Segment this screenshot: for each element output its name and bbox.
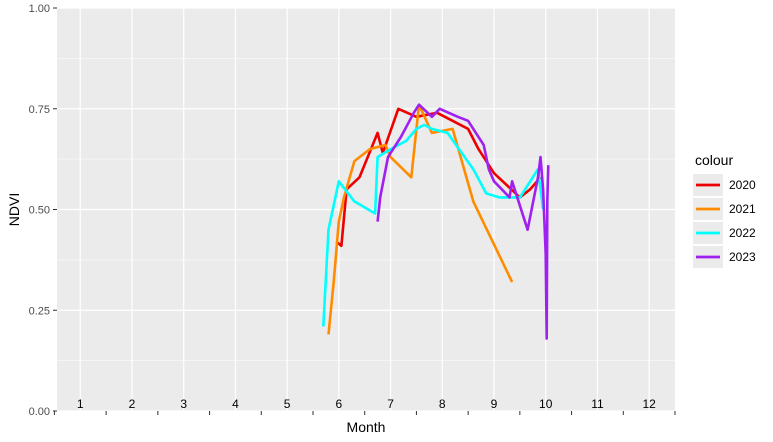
series-line-2022	[322, 123, 545, 327]
legend-label-2022: 2022	[729, 226, 756, 240]
x-tick-label: 11	[591, 397, 604, 411]
x-tick-label: 9	[491, 397, 498, 411]
legend-label-2021: 2021	[729, 202, 756, 216]
legend-label-2023: 2023	[729, 250, 756, 264]
x-tick-label: 7	[387, 397, 394, 411]
x-tick-label: 4	[232, 397, 239, 411]
x-tick-label: 2	[129, 397, 136, 411]
y-tick-label: 0.75	[29, 104, 50, 116]
y-tick-label: 1.00	[29, 3, 50, 15]
x-tick-label: 6	[336, 397, 343, 411]
legend-title: colour	[695, 152, 733, 168]
legend: colour 2020 2021 2022 2023	[693, 152, 756, 268]
series-lines	[322, 103, 550, 340]
series-line-2020	[335, 107, 542, 248]
x-tick-label: 3	[180, 397, 187, 411]
x-tick-label: 8	[439, 397, 446, 411]
axis-ticks	[53, 7, 676, 415]
series-line-2023	[376, 103, 550, 340]
y-tick-label: 0.25	[29, 305, 50, 317]
y-axis-title: NDVI	[6, 193, 22, 226]
x-tick-label: 10	[539, 397, 553, 411]
legend-label-2020: 2020	[729, 178, 756, 192]
x-axis-title: Month	[347, 419, 386, 435]
x-tick-label: 1	[77, 397, 84, 411]
y-tick-label: 0.50	[29, 205, 50, 217]
x-tick-label: 12	[642, 397, 656, 411]
y-tick-label: 0.00	[29, 406, 50, 418]
x-tick-labels: 1 2 3 4 5 6 7 8 9 10 11 12	[77, 397, 656, 411]
y-tick-labels: 0.00 0.25 0.50 0.75 1.00	[29, 3, 50, 418]
major-gridlines	[57, 7, 675, 412]
x-tick-label: 5	[284, 397, 291, 411]
